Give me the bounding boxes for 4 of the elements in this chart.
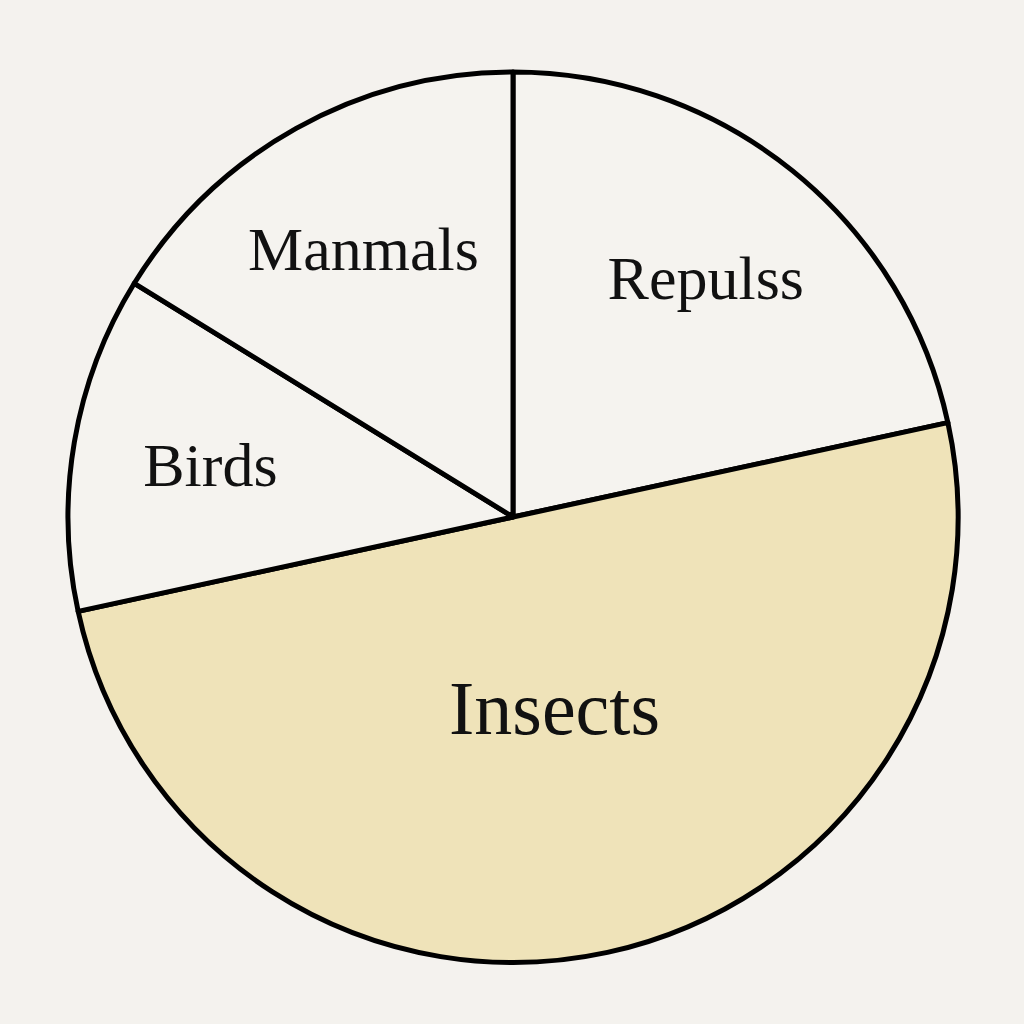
slice-label: Repulss xyxy=(607,243,804,312)
slice-label: Manmals xyxy=(248,214,479,283)
slice-label: Birds xyxy=(143,431,278,500)
slice-label: Insects xyxy=(448,666,661,751)
